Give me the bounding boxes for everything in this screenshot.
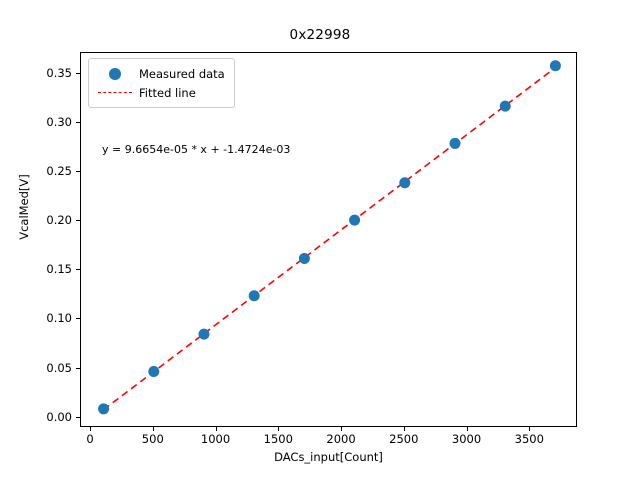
x-axis-tick-label: 2500	[389, 432, 419, 446]
legend-item-measured-data[interactable]: Measured data	[96, 64, 225, 83]
dashed-line-icon	[96, 92, 134, 93]
y-axis-tick-mark	[76, 170, 80, 172]
x-axis-tick-label: 3500	[514, 432, 544, 446]
x-axis-tick-mark	[341, 427, 343, 431]
y-axis-tick-mark	[76, 121, 80, 123]
data-point	[198, 328, 210, 340]
data-point	[98, 403, 110, 415]
y-axis-tick-labels: 0.00 0.05 0.10 0.15 0.20 0.25 0.30 0.35	[0, 0, 72, 480]
y-axis-tick-label: 0.25	[46, 163, 72, 178]
x-axis-tick-mark	[90, 427, 92, 431]
data-point	[549, 60, 561, 72]
x-axis-tick-label: 1000	[200, 432, 231, 446]
x-axis-label: DACs_input[Count]	[274, 450, 383, 464]
x-axis-tick-label: 3000	[451, 432, 482, 446]
plot-area	[80, 52, 577, 427]
measured-data-series	[98, 60, 561, 415]
x-axis-tick-label: 2000	[326, 432, 356, 446]
x-axis-tick-mark	[152, 427, 154, 431]
y-axis-tick-mark	[76, 220, 80, 222]
x-axis-tick-label: 500	[141, 432, 164, 446]
data-point	[298, 252, 310, 264]
y-axis-label: VcalMed[V]	[17, 174, 31, 240]
fitted-line	[103, 67, 556, 411]
y-axis-tick-label: 0.15	[46, 262, 72, 277]
data-point	[148, 365, 160, 377]
x-axis-tick-label: 1500	[263, 432, 293, 446]
data-point	[349, 214, 361, 226]
data-point	[399, 177, 411, 189]
fitted-line-series	[103, 67, 556, 411]
y-axis-tick-mark	[76, 269, 80, 271]
page-title: 0x22998	[289, 27, 351, 43]
fit-equation-annotation: y = 9.6654e-05 * x + -1.4724e-03	[102, 143, 291, 156]
data-point	[449, 137, 461, 149]
y-axis-tick-label: 0.00	[46, 409, 72, 424]
circle-marker-icon	[96, 67, 134, 80]
data-point	[499, 100, 511, 112]
y-axis-tick-label: 0.20	[46, 213, 72, 228]
y-axis-tick-label: 0.30	[46, 114, 72, 129]
x-axis-tick-mark	[215, 427, 217, 431]
legend-label: Measured data	[139, 66, 225, 81]
legend-item-fitted-line[interactable]: Fitted line	[96, 83, 225, 102]
y-axis-tick-mark	[76, 416, 80, 418]
y-axis-tick-label: 0.10	[46, 311, 72, 326]
legend-label: Fitted line	[139, 85, 196, 100]
x-axis-tick-mark	[529, 427, 531, 431]
legend: Measured data Fitted line	[88, 58, 235, 108]
y-axis-tick-mark	[76, 72, 80, 74]
y-axis-tick-mark	[76, 367, 80, 369]
x-axis-tick-mark	[278, 427, 280, 431]
plot-svg	[98, 60, 561, 415]
y-axis-tick-mark	[76, 318, 80, 320]
data-point	[248, 290, 260, 302]
x-axis-tick-mark	[403, 427, 405, 431]
y-axis-tick-label: 0.35	[46, 65, 72, 80]
x-axis-tick-label: 0	[86, 432, 94, 446]
x-axis-tick-mark	[466, 427, 468, 431]
y-axis-tick-label: 0.05	[46, 360, 72, 375]
